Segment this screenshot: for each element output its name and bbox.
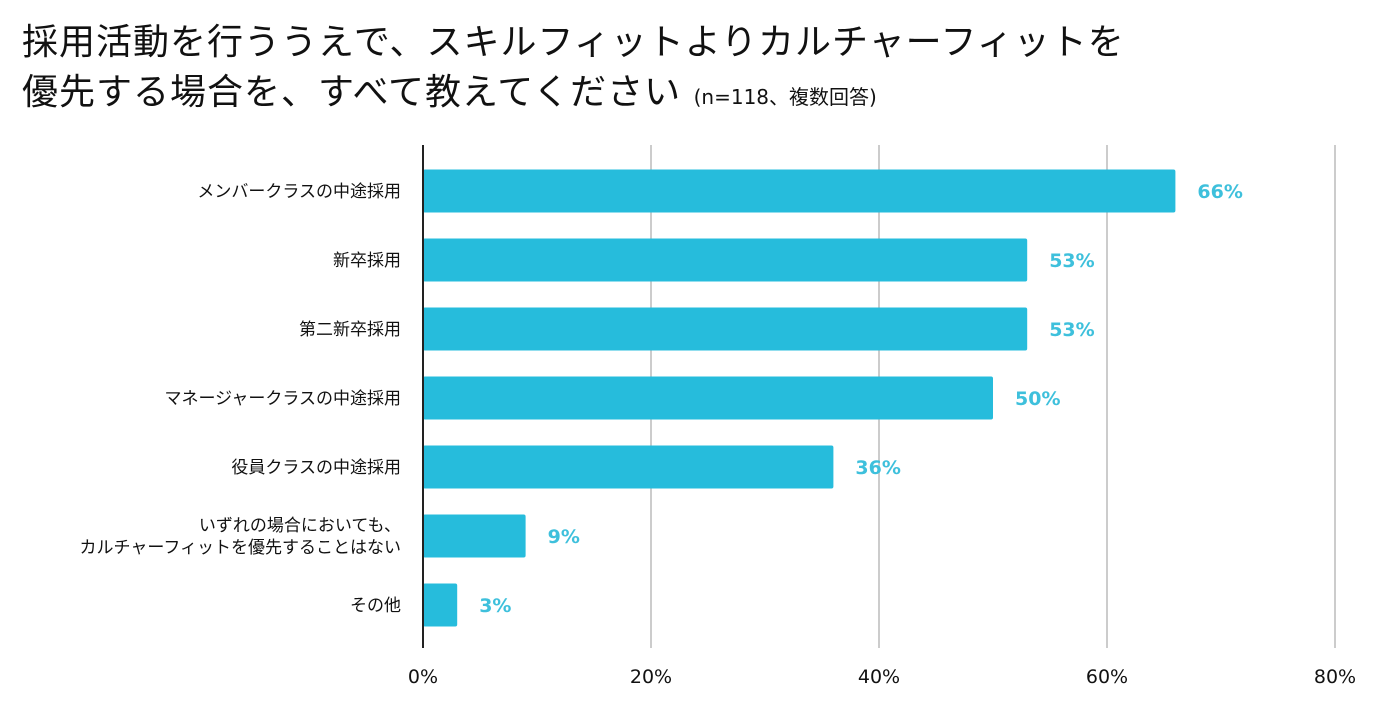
value-label: 9%: [548, 526, 580, 548]
category-label: メンバークラスの中途採用: [197, 182, 401, 202]
bar: [423, 169, 1176, 213]
title-note: (n=118、複数回答): [693, 85, 877, 109]
value-label: 3%: [479, 595, 511, 617]
bar: [423, 307, 1028, 351]
bar: [423, 376, 993, 420]
category-label: 役員クラスの中途採用: [231, 458, 401, 478]
title-line-2: 優先する場合を、すべて教えてください: [22, 72, 682, 113]
category-label: 新卒採用: [333, 251, 401, 271]
bar: [423, 514, 526, 558]
value-label: 53%: [1049, 319, 1094, 341]
value-label: 50%: [1015, 388, 1060, 410]
category-label: 第二新卒採用: [299, 320, 401, 340]
x-tick-label: 20%: [630, 666, 672, 688]
category-label: その他: [350, 596, 401, 616]
title-line-1: 採用活動を行ううえで、スキルフィットよりカルチャーフィットを: [22, 22, 1125, 63]
category-label: マネージャークラスの中途採用: [165, 389, 401, 409]
category-label: いずれの場合においても、: [199, 516, 401, 536]
chart-title: 採用活動を行ううえで、スキルフィットよりカルチャーフィットを 優先する場合を、す…: [22, 18, 1125, 122]
bar: [423, 445, 834, 489]
x-tick-label: 60%: [1086, 666, 1128, 688]
bar: [423, 583, 458, 627]
bar: [423, 238, 1028, 282]
value-label: 53%: [1049, 250, 1094, 272]
category-label: カルチャーフィットを優先することはない: [80, 538, 401, 558]
x-tick-label: 0%: [408, 666, 438, 688]
value-label: 66%: [1197, 181, 1242, 203]
x-tick-label: 40%: [858, 666, 900, 688]
value-label: 36%: [855, 457, 900, 479]
x-tick-label: 80%: [1314, 666, 1356, 688]
